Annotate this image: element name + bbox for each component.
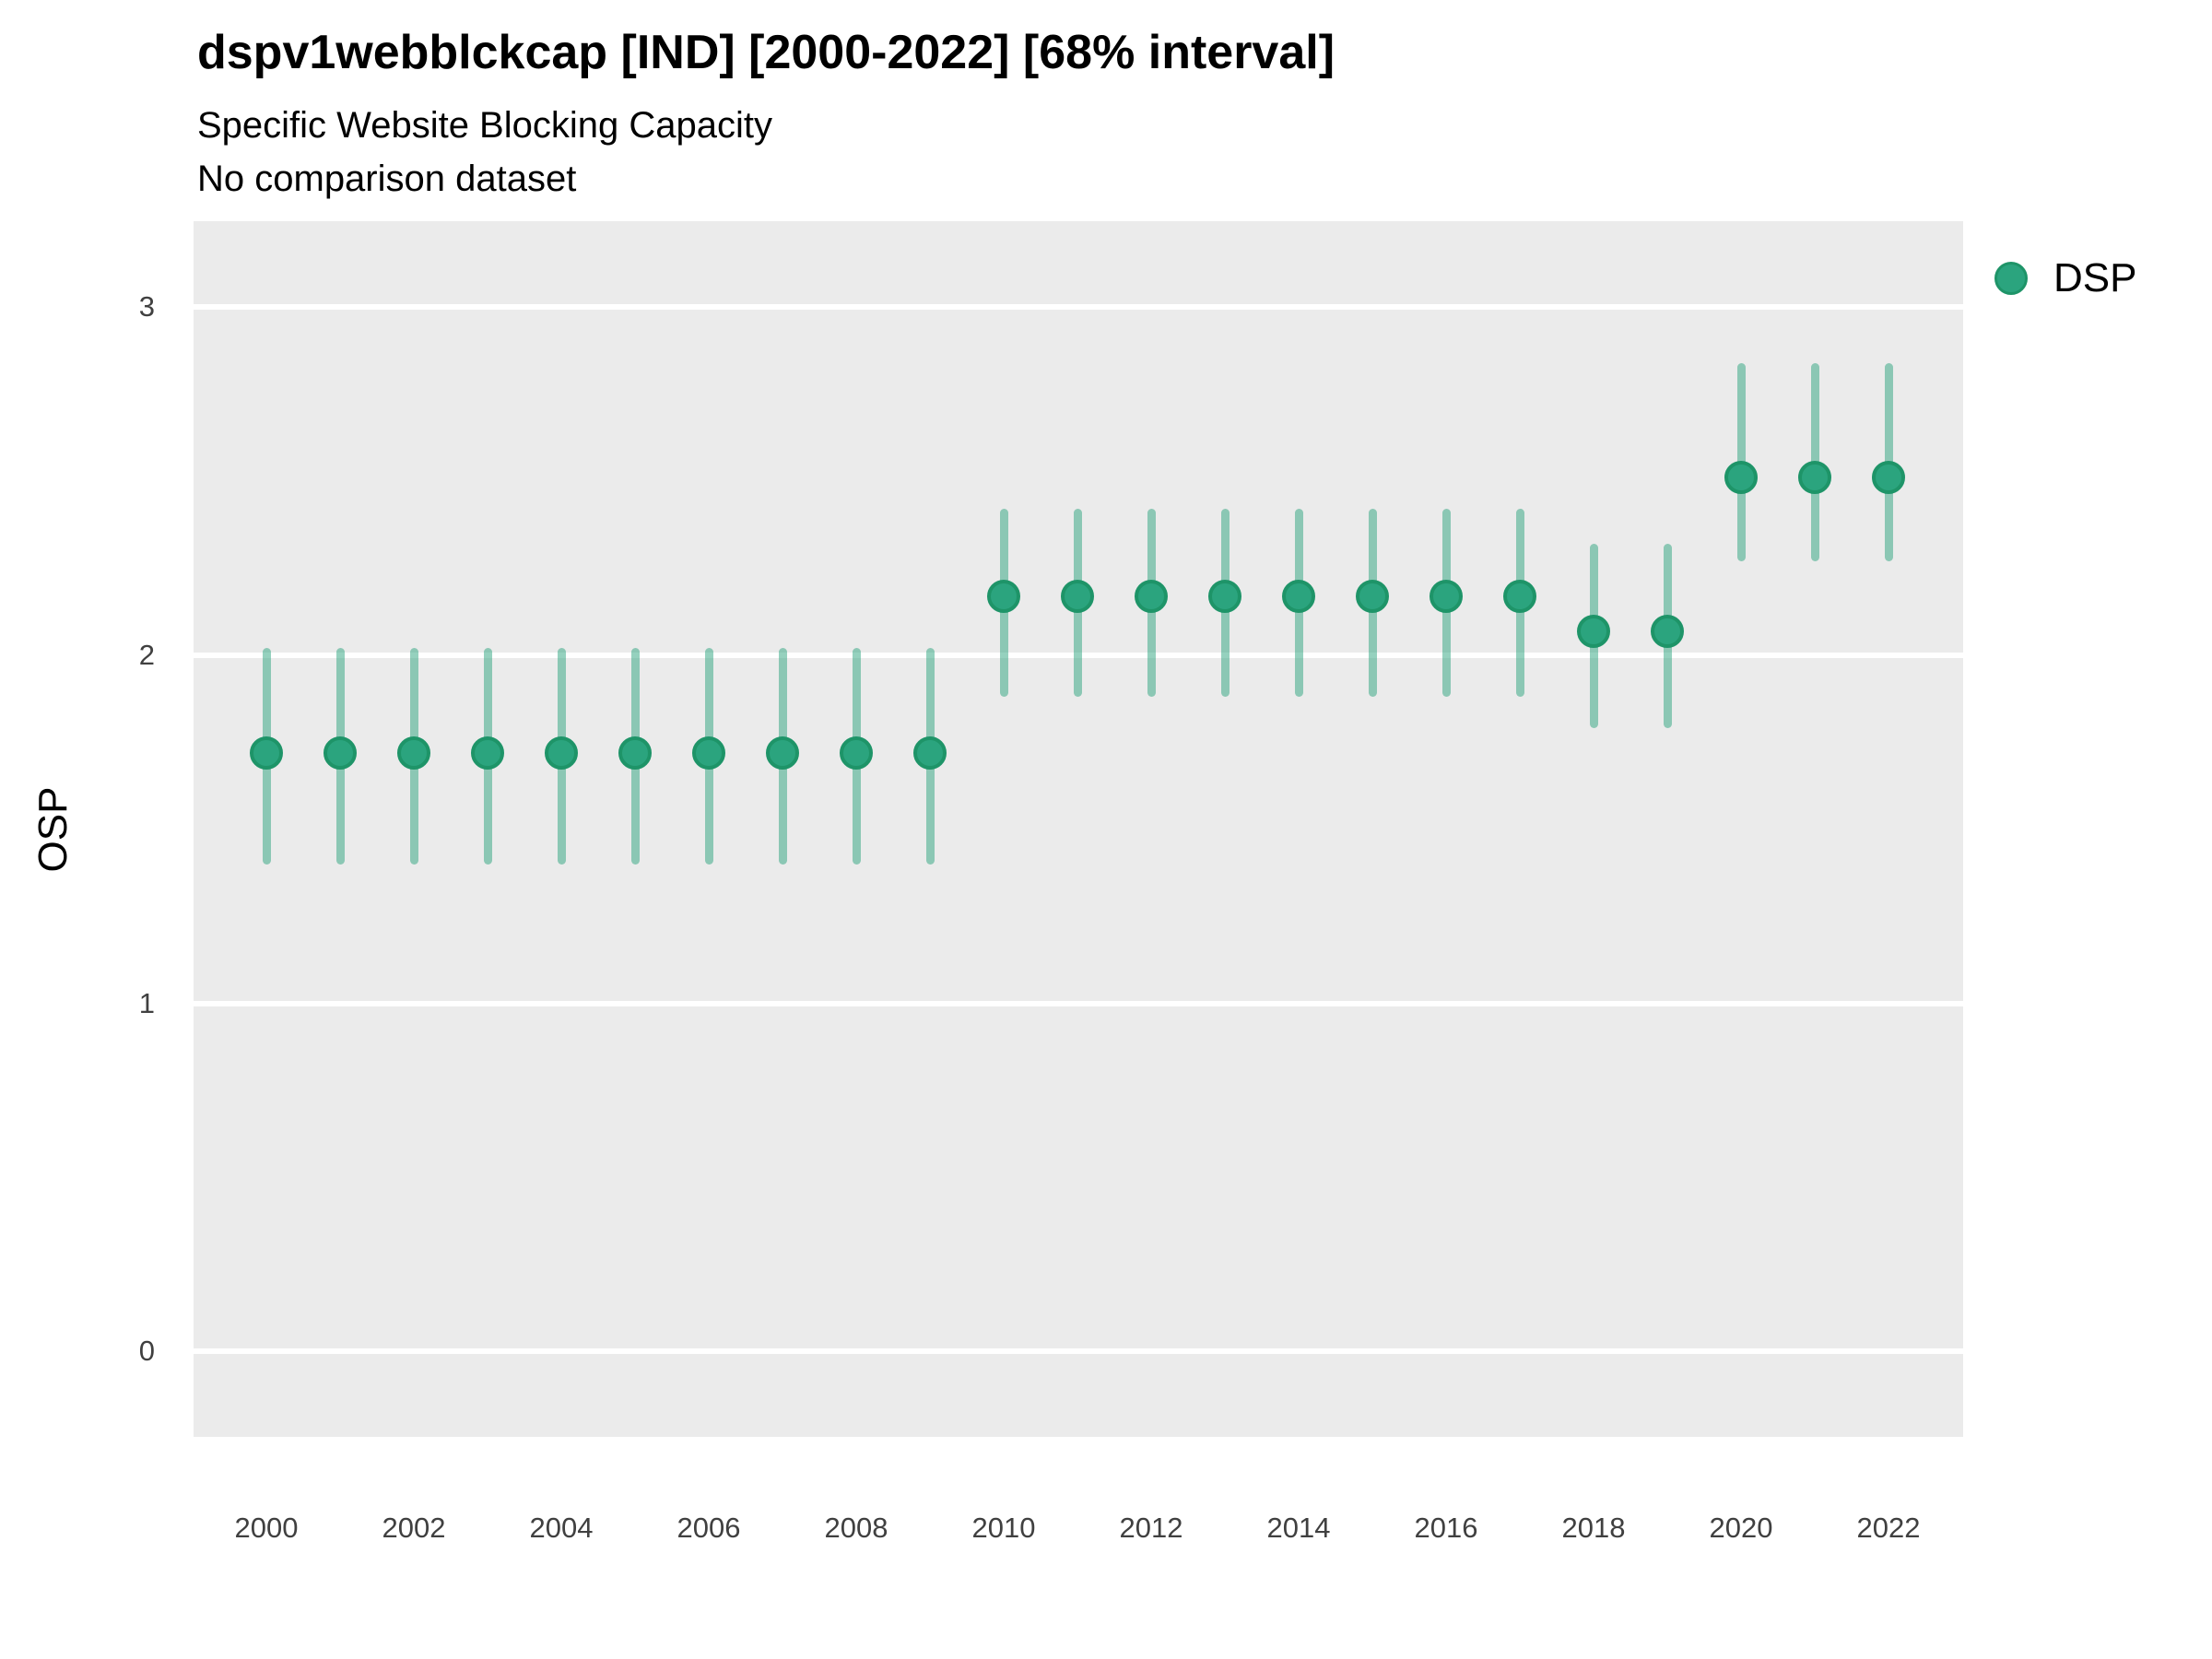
x-tick-label-2004: 2004 (529, 1512, 594, 1544)
estimate-point-2011 (1061, 579, 1094, 613)
gridline-y-1 (194, 1000, 1963, 1006)
legend-item-dsp: DSP (1987, 221, 2212, 300)
x-tick-label-2006: 2006 (677, 1512, 741, 1544)
x-tick-label-2012: 2012 (1119, 1512, 1183, 1544)
estimate-point-2001 (324, 735, 357, 770)
estimate-point-2012 (1135, 579, 1168, 613)
estimate-point-2020 (1724, 461, 1758, 495)
x-tick-label-2008: 2008 (824, 1512, 888, 1544)
estimate-point-2015 (1356, 579, 1389, 613)
chart-note: No comparison dataset (197, 159, 577, 199)
estimate-point-2019 (1651, 614, 1684, 648)
y-tick-label-0: 0 (138, 1335, 155, 1368)
plot-panel (194, 221, 1963, 1437)
estimate-point-2021 (1798, 461, 1831, 495)
y-axis-title: OSP (30, 786, 76, 873)
estimate-point-2005 (618, 735, 652, 770)
y-tick-label-3: 3 (138, 290, 155, 324)
x-tick-label-2010: 2010 (971, 1512, 1036, 1544)
estimate-point-2004 (545, 735, 578, 770)
chart-title: dspv1webblckcap [IND] [2000-2022] [68% i… (197, 26, 1335, 79)
estimate-point-2007 (766, 735, 799, 770)
x-tick-label-2022: 2022 (1856, 1512, 1921, 1544)
y-tick-label-1: 1 (138, 986, 155, 1019)
estimate-point-2008 (840, 735, 873, 770)
x-tick-label-2002: 2002 (382, 1512, 446, 1544)
estimate-point-2017 (1503, 579, 1536, 613)
estimate-point-2016 (1430, 579, 1463, 613)
legend-dot-icon (1994, 262, 2028, 295)
y-tick-label-2: 2 (138, 639, 155, 672)
chart-subtitle: Specific Website Blocking Capacity (197, 105, 772, 146)
estimate-point-2018 (1577, 614, 1610, 648)
estimate-point-2009 (913, 735, 947, 770)
gridline-y-0 (194, 1348, 1963, 1355)
x-tick-label-2000: 2000 (234, 1512, 299, 1544)
estimate-point-2010 (987, 579, 1020, 613)
estimate-point-2003 (471, 735, 504, 770)
estimate-point-2002 (397, 735, 430, 770)
x-tick-label-2018: 2018 (1561, 1512, 1626, 1544)
x-tick-label-2014: 2014 (1266, 1512, 1331, 1544)
estimate-point-2022 (1872, 461, 1905, 495)
estimate-point-2014 (1282, 579, 1315, 613)
estimate-point-2000 (250, 735, 283, 770)
x-tick-label-2020: 2020 (1709, 1512, 1773, 1544)
gridline-y-3 (194, 304, 1963, 311)
estimate-point-2006 (692, 735, 725, 770)
legend-label: DSP (2053, 255, 2137, 300)
estimate-point-2013 (1208, 579, 1241, 613)
x-tick-label-2016: 2016 (1414, 1512, 1478, 1544)
